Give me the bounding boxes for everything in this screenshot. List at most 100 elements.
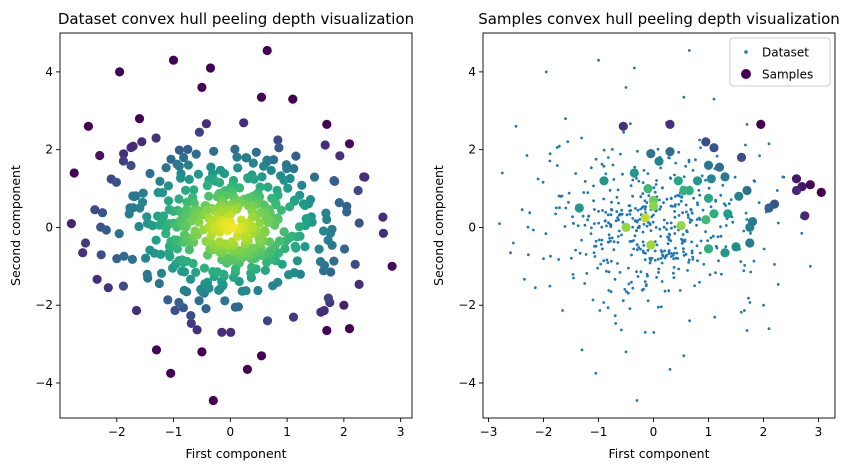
dataset-point [665,197,669,201]
dataset-point [567,200,570,204]
data-point [112,254,122,264]
dataset-point [681,211,684,215]
dataset-point [704,178,707,182]
data-point [151,345,162,355]
dataset-point [609,290,613,294]
data-point [298,199,308,209]
data-point [288,312,299,322]
data-point [243,173,253,184]
dataset-point [776,283,780,286]
dataset-point [662,218,666,222]
dataset-point [667,232,671,236]
y-tick-label: 2 [468,143,476,157]
dataset-point [686,269,689,272]
sample-point [706,174,716,184]
dataset-point [700,174,704,178]
dataset-point [762,303,765,307]
dataset-point [607,289,611,292]
sample-point [714,162,725,172]
sample-point [640,213,650,223]
dataset-point [672,266,676,269]
dataset-point [639,270,643,274]
sample-point [684,185,694,196]
dataset-point [645,201,649,205]
dataset-point [680,237,683,241]
sample-point [629,168,639,178]
data-point [118,156,128,166]
dataset-point [659,256,663,260]
dataset-point [627,266,630,270]
dataset-point [616,188,620,192]
dataset-point [670,204,674,208]
data-point [290,241,300,251]
dataset-point [608,188,612,192]
legend-samples-marker [741,69,751,79]
dataset-point [670,252,673,255]
dataset-point [632,66,636,70]
dataset-point [599,262,602,266]
data-point [101,225,111,235]
sample-point [745,238,755,248]
dataset-point [646,248,650,252]
legend: Dataset Samples [729,37,831,87]
dataset-point [630,253,633,257]
data-point [134,114,145,124]
dataset-point [591,298,595,302]
dataset-point [580,136,583,140]
data-point [344,139,355,149]
dataset-point [586,218,589,222]
dataset-point [731,220,735,224]
sample-point [692,176,703,186]
dataset-point [600,238,604,242]
dataset-point [620,233,623,237]
dataset-point [677,267,680,271]
dataset-point [600,225,604,229]
dataset-point [729,198,733,202]
data-point [291,151,301,161]
dataset-point [711,234,715,238]
dataset-point [697,188,701,192]
data-point [127,254,137,264]
data-point [297,180,307,190]
dataset-point [612,240,616,244]
data-point [184,174,194,184]
data-point [151,133,161,143]
dataset-point [628,122,632,126]
dataset-point [580,348,584,352]
dataset-point [619,152,622,156]
x-tick-label: −2 [108,425,126,439]
chart-panel-1: −2 −1 0 1 2 3 −4 −2 0 2 4 Dataset convex hull peeli… [8,10,414,461]
dataset-point [607,240,610,244]
data-point [283,183,293,193]
dataset-point [739,310,743,314]
dataset-point [684,203,688,207]
data-point [155,176,165,186]
dataset-point [602,197,606,201]
sample-point [701,137,711,147]
legend-label: Dataset [762,46,809,60]
dataset-point [669,196,673,200]
dataset-point [631,225,635,229]
dataset-point [682,247,685,251]
dataset-point [619,328,623,332]
data-point [126,160,136,171]
dataset-point [668,368,672,371]
data-point [148,221,158,231]
dataset-point [605,269,608,273]
data-point [233,231,243,241]
data-point [279,227,289,237]
dataset-point [612,178,616,181]
data-point [95,150,105,161]
dataset-point [616,235,620,238]
dataset-point [709,205,713,209]
y-tick-label: 0 [45,220,53,234]
data-point [224,253,234,263]
data-point [186,311,196,321]
data-point [339,244,350,254]
sample-point [709,143,719,153]
data-point [78,248,88,258]
dataset-point [557,258,561,261]
dataset-point [682,175,686,179]
data-point [319,305,329,316]
dataset-point [742,229,746,233]
